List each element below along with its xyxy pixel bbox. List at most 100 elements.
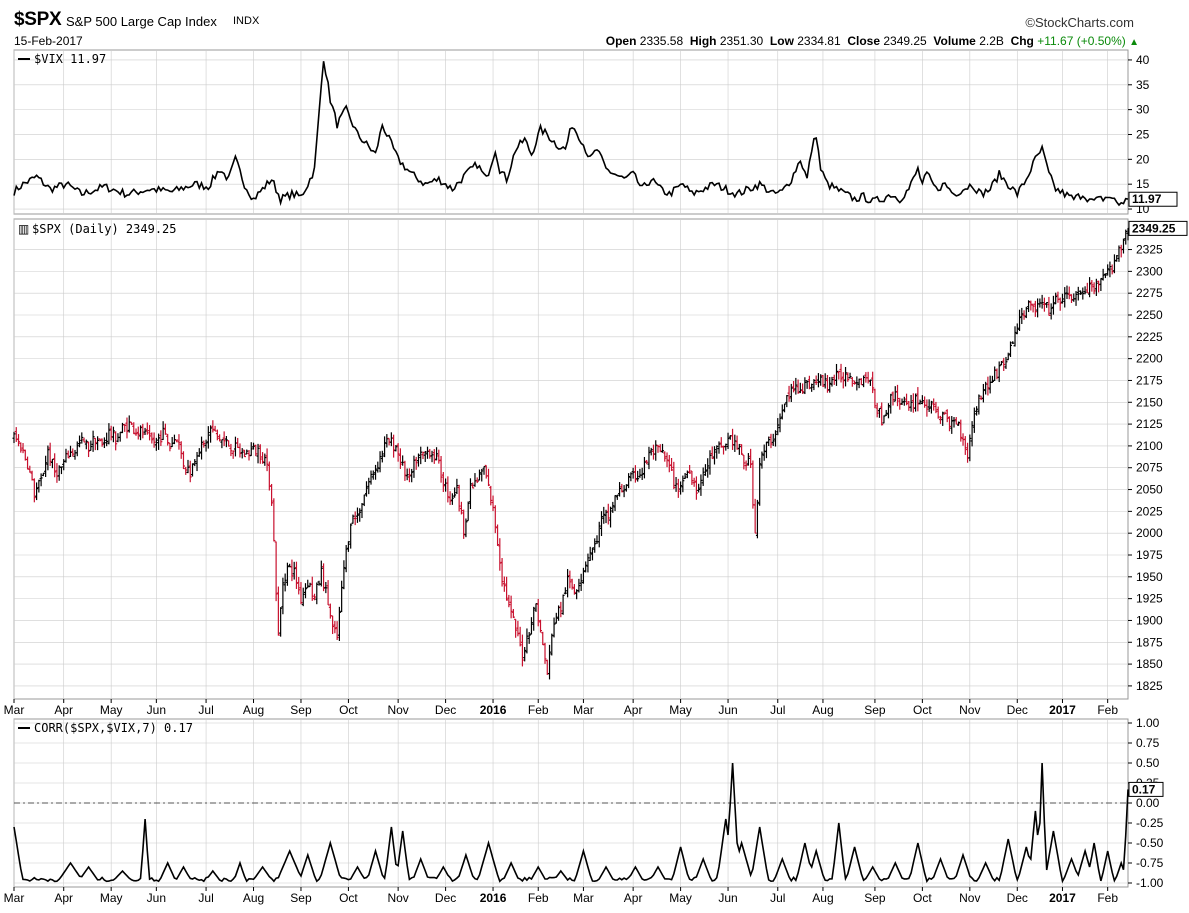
price-bar: [435, 447, 439, 461]
price-bar: [855, 376, 859, 391]
price-bar: [563, 587, 567, 595]
price-bar: [389, 432, 393, 447]
price-bar: [667, 454, 671, 473]
price-bar: [175, 439, 179, 443]
price-bar: [647, 446, 651, 470]
price-bar: [997, 361, 1001, 383]
price-bar: [1020, 307, 1024, 325]
y-tick-label: 2000: [1136, 526, 1163, 540]
x-tick-label: Aug: [812, 703, 833, 717]
price-bar: [118, 431, 122, 442]
price-bar: [773, 430, 777, 447]
price-bar: [794, 377, 798, 395]
price-bar: [416, 453, 420, 467]
x-tick-label: May: [100, 891, 123, 905]
price-bar: [340, 580, 344, 613]
high-label: High: [689, 34, 717, 48]
price-bar: [263, 453, 267, 466]
price-bar: [1101, 268, 1105, 281]
price-bar: [828, 377, 832, 393]
price-bar: [484, 464, 488, 479]
price-bar: [437, 449, 441, 464]
price-bar: [152, 432, 156, 448]
price-bar: [231, 450, 235, 459]
price-bar: [557, 605, 561, 621]
price-bar: [642, 456, 646, 479]
y-tick-label: 2050: [1136, 483, 1163, 497]
price-bar: [200, 436, 204, 460]
price-bar: [891, 391, 895, 406]
price-bar: [181, 451, 185, 470]
price-bar: [132, 422, 136, 435]
price-bar: [570, 578, 574, 590]
price-bar: [724, 443, 728, 451]
price-bar: [310, 576, 314, 601]
price-bar: [1097, 280, 1101, 293]
price-bar: [78, 435, 82, 448]
up-triangle-icon: ▲: [1129, 37, 1139, 48]
price-bar: [877, 407, 881, 418]
price-bar: [990, 375, 994, 383]
price-bar: [816, 373, 820, 388]
price-bar: [796, 379, 800, 394]
price-bar: [518, 626, 522, 647]
y-tick-label: 1875: [1136, 635, 1163, 649]
volume-value: 2.2B: [979, 34, 1004, 48]
price-bar: [1004, 356, 1008, 369]
price-bar: [868, 379, 872, 386]
ohlc-summary: Open 2335.58 High 2351.30 Low 2334.81 Cl…: [606, 34, 1139, 48]
price-bar: [1042, 297, 1046, 312]
price-bar: [376, 461, 380, 473]
price-bar: [692, 477, 696, 487]
price-bar: [125, 417, 129, 439]
price-bar: [925, 399, 929, 417]
x-tick-label: Jul: [770, 891, 785, 905]
price-bar: [715, 445, 719, 459]
price-bar: [798, 382, 802, 394]
price-bar: [600, 511, 604, 537]
price-bar: [46, 445, 50, 471]
price-bar: [500, 558, 504, 587]
price-bar: [957, 421, 961, 426]
price-bar: [737, 443, 741, 455]
price-bar: [914, 393, 918, 412]
x-tick-label: 2016: [480, 891, 507, 905]
price-bar: [717, 441, 721, 454]
y-tick-label: 15: [1136, 177, 1150, 191]
price-bar: [932, 398, 936, 411]
price-bar: [1008, 341, 1012, 358]
price-bar: [746, 453, 750, 466]
price-bar: [701, 467, 705, 486]
price-bar: [584, 561, 588, 573]
price-bar: [785, 395, 789, 408]
price-bar: [934, 401, 938, 414]
price-bar: [407, 468, 411, 483]
price-bar: [202, 440, 206, 448]
price-bar: [369, 470, 373, 485]
price-bar: [365, 481, 369, 497]
price-bar: [975, 406, 979, 416]
x-tick-label: 2016: [480, 703, 507, 717]
price-bar: [710, 446, 714, 460]
price-bar: [1065, 285, 1069, 299]
price-bar: [760, 451, 764, 469]
price-bar: [475, 477, 479, 484]
price-bar: [439, 456, 443, 483]
price-bar: [699, 474, 703, 496]
price-bar: [319, 560, 323, 587]
open-value: 2335.58: [639, 34, 684, 48]
price-bar: [1033, 300, 1037, 317]
price-bar: [755, 499, 759, 539]
price-bar: [902, 396, 906, 406]
price-bar: [1045, 301, 1049, 308]
price-bar: [430, 450, 434, 463]
price-bar: [561, 594, 565, 615]
price-bar: [360, 503, 364, 519]
x-tick-label: Feb: [528, 891, 549, 905]
price-bar: [706, 458, 710, 478]
price-bar: [32, 478, 36, 503]
y-tick-label: -1.00: [1136, 876, 1164, 890]
price-bar: [889, 393, 893, 414]
x-tick-label: Mar: [573, 891, 594, 905]
price-bar: [1063, 287, 1067, 308]
